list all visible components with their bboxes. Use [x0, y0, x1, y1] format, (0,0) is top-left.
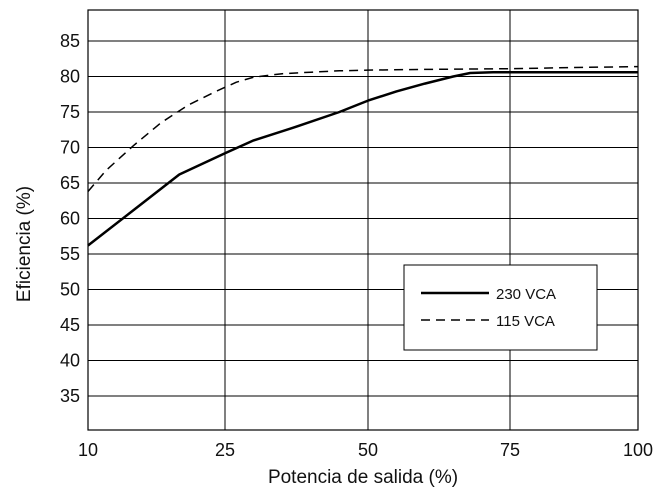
y-tick-label-75: 75 — [60, 102, 80, 122]
legend: 230 VCA 115 VCA — [403, 264, 598, 351]
legend-label-230: 230 VCA — [496, 286, 556, 303]
y-tick-label-55: 55 — [60, 244, 80, 264]
x-tick-label-50: 50 — [358, 440, 378, 460]
y-tick-label-65: 65 — [60, 173, 80, 193]
x-tick-label-10: 10 — [78, 440, 98, 460]
series-line-230-vca — [87, 70, 638, 247]
plot-frame — [87, 9, 639, 431]
y-tick-label-85: 85 — [60, 31, 80, 51]
x-tick-label-25: 25 — [215, 440, 235, 460]
y-tick-label-50: 50 — [60, 280, 80, 300]
y-tick-label-70: 70 — [60, 138, 80, 158]
y-tick-label-60: 60 — [60, 209, 80, 229]
x-tick-label-100: 100 — [623, 440, 653, 460]
x-tick-label-75: 75 — [500, 440, 520, 460]
series-line-115-vca — [87, 65, 639, 192]
x-axis-label: Potencia de salida (%) — [268, 467, 458, 488]
y-tick-label-80: 80 — [60, 67, 80, 87]
y-tick-label-35: 35 — [60, 386, 80, 406]
series-lines — [87, 65, 639, 247]
legend-box — [403, 264, 598, 351]
y-tick-label-40: 40 — [60, 351, 80, 371]
y-tick-label-45: 45 — [60, 315, 80, 335]
plot-border — [87, 9, 639, 431]
y-axis-label: Eficiencia (%) — [14, 186, 35, 302]
tick-labels: 35 40 45 50 55 60 65 70 75 80 85 10 25 50 75 100 — [60, 31, 653, 460]
legend-label-115: 115 VCA — [496, 313, 555, 330]
